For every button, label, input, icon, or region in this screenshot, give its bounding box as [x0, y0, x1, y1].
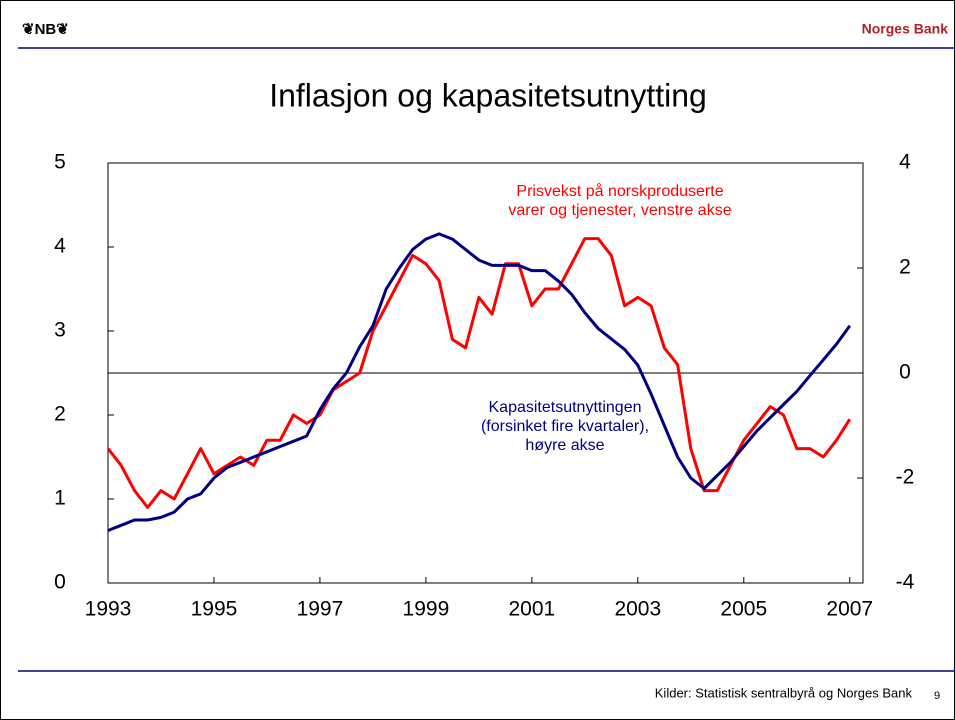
series-annotation: høyre akse [525, 437, 604, 454]
y-tick-label: 1 [54, 487, 66, 510]
y-tick-label: 2 [54, 403, 66, 426]
series-line [107, 232, 852, 532]
x-tick-label: 1997 [297, 598, 344, 621]
x-tick-label: 1999 [403, 598, 450, 621]
y2-tick-label: -2 [896, 466, 915, 489]
y-tick-label: 0 [54, 571, 66, 594]
series-annotation: Prisvekst på norskproduserte [516, 182, 723, 200]
org-name: Norges Bank [862, 21, 949, 37]
series-annotation: (forsinket fire kvartaler), [481, 418, 649, 435]
source: Kilder: Statistisk sentralbyrå og Norges… [655, 685, 913, 700]
series-annotation: Kapasitetsutnyttingen [489, 399, 642, 416]
x-tick-label: 2005 [720, 598, 767, 621]
y2-tick-label: 4 [899, 151, 911, 174]
x-tick-label: 2001 [509, 598, 556, 621]
chart-title: Inflasjon og kapasitetsutnytting [269, 77, 707, 113]
logo: ❦NB❦ [22, 21, 69, 38]
y-tick-label: 4 [54, 235, 66, 258]
x-tick-label: 2003 [614, 598, 661, 621]
series-annotation: varer og tjenester, venstre akse [508, 202, 731, 219]
y-tick-label: 3 [54, 319, 66, 342]
y2-tick-label: 0 [899, 361, 911, 384]
x-tick-label: 2007 [826, 598, 873, 621]
x-tick-label: 1993 [85, 598, 132, 621]
x-tick-label: 1995 [191, 598, 238, 621]
y-tick-label: 5 [54, 151, 66, 174]
y2-tick-label: 2 [899, 256, 911, 279]
series-line [106, 237, 852, 509]
page-number: 9 [934, 690, 940, 702]
y2-tick-label: -4 [896, 571, 915, 594]
